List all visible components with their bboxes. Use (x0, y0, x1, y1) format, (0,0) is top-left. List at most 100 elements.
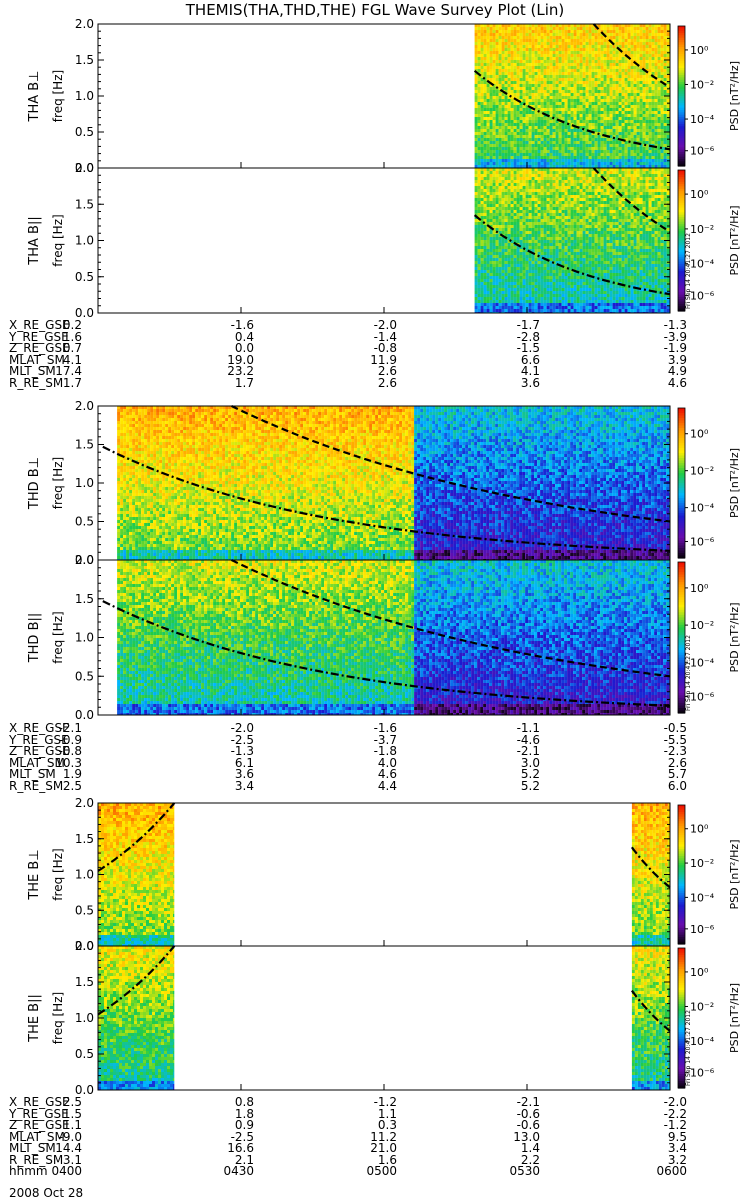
ephemeris-row: MLT_SM 1.9 3.6 4.6 5.2 5.7 (0, 769, 750, 781)
the-perp-ytick-label: 2.0 (75, 796, 94, 810)
thd-perp-ytick-label: 1.0 (75, 476, 94, 490)
tha-perp-spectrogram-cells (475, 24, 670, 168)
the-perp-colorbar-tick-label: 10⁻² (690, 857, 714, 870)
ephemeris-value: 1.7 (22, 378, 82, 390)
tha-perp-colorbar-tick-label: 10⁻⁶ (690, 145, 715, 158)
tha-par-ytick-label: 1.5 (75, 197, 94, 211)
thd-perp-colorbar-label: PSD [nT²/Hz] (728, 448, 741, 518)
the-par-spectrogram-cells (98, 946, 670, 1090)
thd-perp-colorbar-tick-label: 10⁰ (690, 428, 709, 441)
tha-perp-colorbar-tick-label: 10⁰ (690, 44, 709, 57)
tha-perp-colorbar-label: PSD [nT²/Hz] (728, 61, 741, 131)
the-par-ytick-label: 1.5 (75, 975, 94, 989)
the-perp-colorbar-tick-label: 10⁻⁶ (690, 923, 715, 936)
thd-ephemeris-table: X_RE_GSE -2.1 -2.0 -1.6 -1.1 -0.5 Y_RE_GSE -0.9… (0, 723, 750, 792)
the-par-colorbar-label: PSD [nT²/Hz] (728, 983, 741, 1053)
the-perp-ytick-label: 0.5 (75, 903, 94, 917)
ephemeris-value: 4.4 (337, 781, 397, 793)
ephemeris-value: 0600 (627, 1166, 687, 1178)
the-perp-ytick-label: 1.5 (75, 832, 94, 846)
the-par-colorbar-tick-label: 10⁻⁴ (690, 1035, 715, 1048)
tha-perp-ytick-label: 1.5 (75, 53, 94, 67)
thd-perp-ytick-label: 0.5 (75, 515, 94, 529)
tha-par-ylabel: THA B|| (27, 216, 42, 265)
the-par-colorbar-tick-label: 10⁰ (690, 966, 709, 979)
tha-perp-ytick-label: 2.0 (75, 17, 94, 31)
thd-par-ytick-label: 1.5 (75, 592, 94, 606)
thd-par-colorbar-tick-label: 10⁰ (690, 582, 709, 595)
the-par-ylabel: THE B|| (27, 994, 42, 1043)
tha-par-spectrogram-cells (475, 168, 670, 313)
thd-par-ytick-label: 2.0 (75, 553, 94, 567)
tha-perp-ylabel-units: freq [Hz] (51, 70, 65, 122)
the-perp-colorbar-tick-label: 10⁰ (690, 823, 709, 836)
the-perp-ylabel-units: freq [Hz] (51, 848, 65, 900)
ephemeris-value: 0400 (22, 1166, 82, 1178)
the-par-colorbar-tick-label: 10⁻² (690, 1000, 714, 1013)
thd-par-colorbar-tick-label: 10⁻² (690, 619, 714, 632)
tha-perp-ylabel: THA B⊥ (27, 71, 42, 123)
the-par-axes-frame (98, 946, 670, 1090)
ephemeris-value: 1.7 (194, 378, 254, 390)
thd-perp-ytick-label: 1.5 (75, 438, 94, 452)
tha-par-colorbar-label: PSD [nT²/Hz] (728, 205, 741, 275)
ephemeris-value: 0500 (337, 1166, 397, 1178)
ephemeris-value: 5.2 (480, 781, 540, 793)
thd-perp-colorbar-tick-label: 10⁻⁶ (690, 536, 715, 549)
thd-par-ytick-label: 0.0 (75, 708, 94, 722)
ephemeris-value: 6.0 (627, 781, 687, 793)
thd-par-ytick-label: 0.5 (75, 669, 94, 683)
thd-perp-ylabel: THD B⊥ (27, 457, 42, 510)
date-label: 2008 Oct 28 (9, 1187, 83, 1199)
the-par-ytick-label: 2.0 (75, 939, 94, 953)
tha-ephemeris-table: X_RE_GSE 0.2 -1.6 -2.0 -1.7 -1.3 Y_RE_GSE 1.6 0.… (0, 320, 750, 389)
ephemeris-value: 2.6 (337, 378, 397, 390)
thd-perp-colorbar: 10⁰ 10⁻² 10⁻⁴ 10⁻⁶ PSD [nT²/Hz] (678, 408, 741, 559)
the-perp-axes-frame (98, 803, 670, 946)
thd-par-spectrogram-cells (117, 560, 670, 715)
ephemeris-value: 0430 (194, 1166, 254, 1178)
tha-par-ytick-label: 0.5 (75, 270, 94, 284)
thd-par-colorbar-tick-label: 10⁻⁴ (690, 656, 715, 669)
thd-perp-colorbar-tick-label: 10⁻² (690, 465, 714, 478)
tha-par-ytick-label: 2.0 (75, 161, 94, 175)
ephemeris-row: Z_RE_GSE -0.8 -1.3 -1.8 -2.1 -2.3 (0, 746, 750, 758)
the-par-colorbar-tick-label: 10⁻⁶ (690, 1067, 715, 1080)
ephemeris-value: 2.5 (22, 781, 82, 793)
the-par-ytick-label: 1.0 (75, 1011, 94, 1025)
tha-perp-colorbar-tick-label: 10⁻² (690, 78, 714, 91)
tha-par-ytick-label: 1.0 (75, 234, 94, 248)
tha-perp-ytick-label: 1.0 (75, 89, 94, 103)
ephemeris-value: 0530 (480, 1166, 540, 1178)
thd-perp-spectrogram-cells (117, 406, 670, 560)
ephemeris-row: hhmm 0400 0430 0500 0530 0600 (0, 1166, 750, 1178)
thd-perp-ytick-label: 2.0 (75, 399, 94, 413)
ephemeris-value: 3.6 (480, 378, 540, 390)
thd-perp-ylabel-units: freq [Hz] (51, 457, 65, 509)
ephemeris-value: 4.6 (627, 378, 687, 390)
thd-par-colorbar-tick-label: 10⁻⁶ (690, 690, 715, 703)
the-perp-spectrogram-cells (98, 803, 670, 946)
spectrogram-figure: 2.0 1.5 1.0 0.5 0.0 THA B⊥ freq [Hz] 10⁰ 10⁻² 10⁻… (0, 0, 750, 1200)
tha-par-ylabel-units: freq [Hz] (51, 214, 65, 266)
thd-par-colorbar-label: PSD [nT²/Hz] (728, 602, 741, 672)
tha-par-colorbar-tick-label: 10⁻⁴ (690, 258, 715, 271)
the-par-ytick-label: 0.5 (75, 1047, 94, 1061)
ephemeris-value: 3.4 (194, 781, 254, 793)
the-par-ylabel-units: freq [Hz] (51, 992, 65, 1044)
tha-par-creation-stamp: Fri Sep 14 20:41:27 2012 (685, 233, 692, 309)
ephemeris-row: R_RE_SM 1.7 1.7 2.6 3.6 4.6 (0, 378, 750, 390)
thd-perp-colorbar-tick-label: 10⁻⁴ (690, 502, 715, 515)
tha-perp-ytick-label: 0.5 (75, 125, 94, 139)
the-par-creation-stamp: Fri Sep 14 20:41:27 2012 (685, 1010, 692, 1086)
ephemeris-row: R_RE_SM 2.5 3.4 4.4 5.2 6.0 (0, 781, 750, 793)
tha-par-colorbar-tick-label: 10⁰ (690, 188, 709, 201)
thd-par-ylabel-units: freq [Hz] (51, 611, 65, 663)
thd-par-creation-stamp: Fri Sep 14 20:41:27 2012 (685, 635, 692, 711)
